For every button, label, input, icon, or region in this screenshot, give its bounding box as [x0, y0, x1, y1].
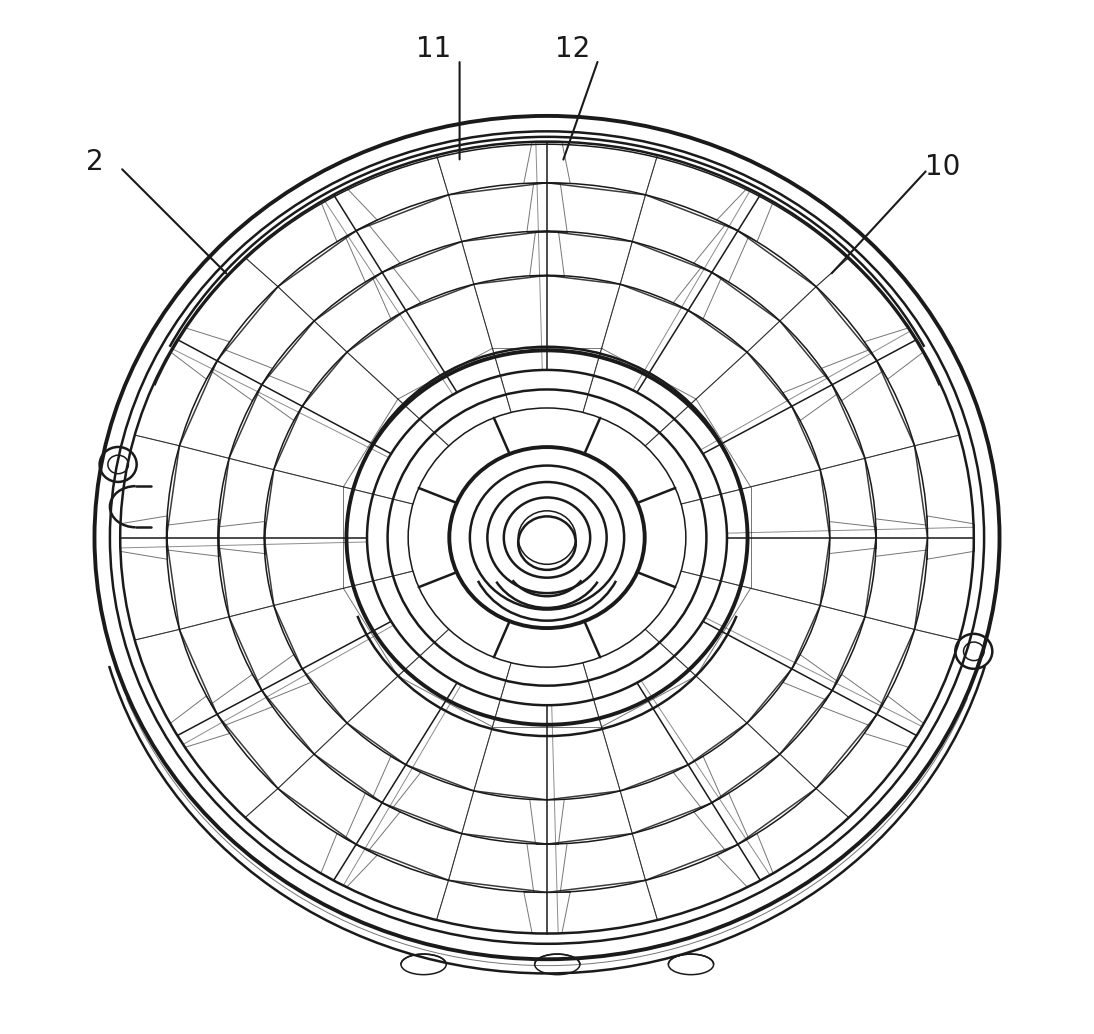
Text: 11: 11: [416, 35, 452, 63]
Text: 12: 12: [555, 35, 591, 63]
Text: 2: 2: [85, 148, 103, 176]
Text: 10: 10: [926, 153, 961, 181]
